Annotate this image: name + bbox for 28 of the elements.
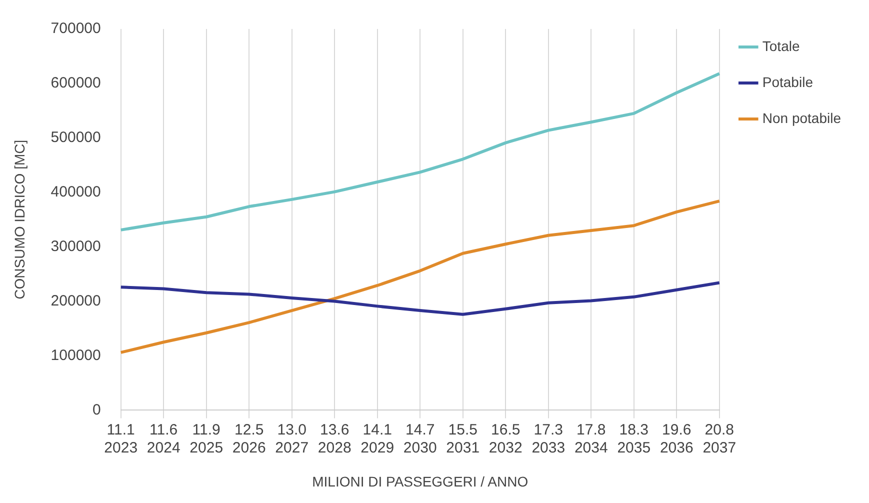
legend-label: Potabile (762, 74, 814, 90)
x-tick-label: 17.8 2034 (574, 421, 608, 456)
y-tick-label: 700000 (50, 20, 101, 38)
x-tick-label: 18.3 2035 (617, 421, 651, 456)
x-tick-label: 17.3 2033 (532, 421, 566, 456)
legend-label: Non potabile (762, 110, 842, 126)
x-axis-title: MILIONI DI PASSEGGERI / ANNO (312, 473, 528, 490)
y-tick-label: 500000 (50, 129, 101, 146)
x-tick-label: 14.1 2029 (360, 421, 394, 456)
y-tick-label: 300000 (50, 238, 101, 255)
y-tick-label: 100000 (50, 346, 101, 364)
x-tick-label: 12.5 2026 (232, 421, 266, 456)
y-tick-label: 400000 (50, 184, 101, 201)
legend-label: Totale (762, 38, 800, 54)
x-tick-label: 16.5 2032 (488, 421, 522, 456)
x-tick-label: 11.9 2025 (190, 421, 224, 456)
x-tick-label: 13.0 2027 (275, 421, 309, 456)
y-tick-label: 200000 (50, 292, 101, 310)
x-tick-label: 13.6 2028 (318, 421, 352, 456)
x-tick-label: 20.8 2037 (702, 421, 736, 456)
x-tick-label: 15.5 2031 (446, 421, 480, 456)
x-tick-label: 11.6 2024 (146, 421, 180, 456)
y-axis-title: CONSUMO IDRICO [MC] (11, 140, 28, 300)
x-tick-label: 19.6 2036 (660, 421, 694, 456)
y-tick-label: 600000 (50, 74, 101, 92)
x-tick-label: 11.1 2023 (104, 421, 138, 456)
x-tick-label: 14.7 2030 (403, 421, 437, 456)
y-tick-label: 0 (92, 401, 101, 418)
